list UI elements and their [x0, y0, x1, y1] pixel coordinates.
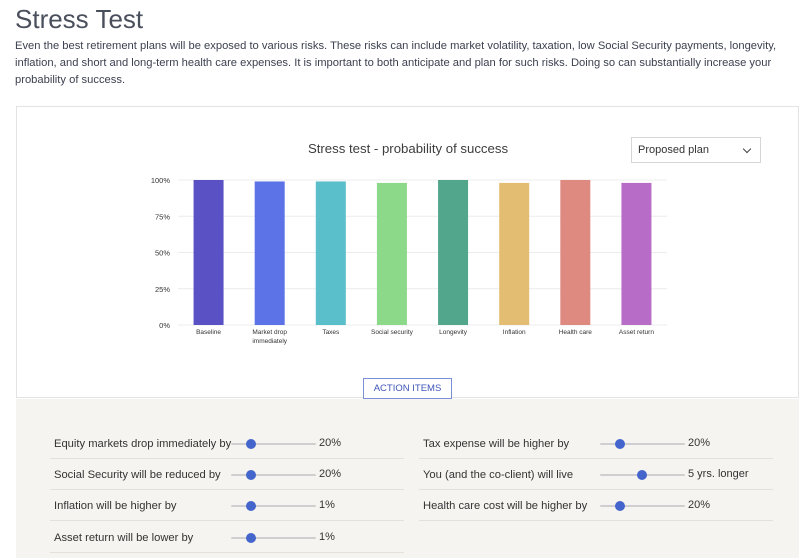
control-label: Equity markets drop immediately by: [54, 438, 232, 450]
slider-thumb[interactable]: [614, 501, 625, 511]
row-divider: [50, 458, 404, 459]
stress-controls-panel: Equity markets drop immediately by 20% Soc…: [16, 399, 799, 558]
row-divider: [50, 520, 404, 521]
bar-market-drop-immediately[interactable]: [254, 181, 285, 325]
stress-control-row: Tax expense will be higher by 20%: [16, 436, 799, 466]
x-tick-label: Inflation: [503, 329, 526, 336]
x-tick-label: Taxes: [322, 329, 340, 336]
slider-track: [231, 537, 316, 539]
slider-track: [231, 505, 316, 507]
y-tick-label: 25%: [155, 285, 170, 294]
control-value: 1%: [319, 531, 335, 543]
x-tick-label: Longevity: [439, 329, 468, 336]
slider-track: [231, 474, 316, 476]
page-title: Stress Test: [15, 4, 144, 34]
slider-track: [600, 443, 685, 445]
x-tick-label: Market drop: [252, 329, 287, 336]
stress-control-row: Equity markets drop immediately by 20%: [16, 436, 799, 466]
row-divider: [50, 552, 404, 553]
control-label: Inflation will be higher by: [54, 500, 177, 512]
slider-track: [600, 505, 685, 507]
control-value: 20%: [688, 437, 711, 449]
row-divider: [50, 489, 404, 490]
chart-card: 0% 25% 50% 75% 100% Baseline Market drop immedi…: [16, 106, 799, 398]
slider-thumb[interactable]: [245, 470, 256, 480]
y-tick-label: 0%: [159, 321, 170, 330]
control-label: Social Security will be reduced by: [54, 469, 221, 481]
control-label: Asset return will be lower by: [54, 532, 194, 544]
control-value: 1%: [319, 499, 335, 511]
control-slider[interactable]: [600, 470, 685, 480]
slider-thumb[interactable]: [636, 470, 647, 480]
control-slider[interactable]: [231, 501, 316, 511]
plan-select[interactable]: Proposed plan: [631, 137, 761, 163]
stress-control-row: Social Security will be reduced by 20%: [16, 467, 799, 497]
bar-health-care[interactable]: [560, 180, 591, 325]
slider-thumb[interactable]: [614, 439, 625, 449]
plan-select-value: Proposed plan: [638, 144, 709, 156]
control-label: Health care cost will be higher by: [423, 500, 588, 512]
x-tick-label: Asset return: [619, 329, 654, 336]
stress-control-row: Asset return will be lower by 1%: [16, 530, 799, 558]
control-value: 20%: [319, 437, 342, 449]
y-tick-label: 100%: [151, 176, 171, 185]
row-divider: [419, 489, 773, 490]
row-divider: [419, 458, 773, 459]
x-tick-label: Social security: [371, 329, 414, 336]
control-value: 5 yrs. longer: [688, 468, 749, 480]
control-slider[interactable]: [231, 470, 316, 480]
stress-control-row: Health care cost will be higher by 20%: [16, 498, 799, 528]
y-tick-label: 50%: [155, 249, 170, 258]
control-label: You (and the co-client) will live: [423, 469, 574, 481]
slider-thumb[interactable]: [245, 501, 256, 511]
control-value: 20%: [688, 499, 711, 511]
stress-control-row: You (and the co-client) will live 5 yrs. …: [16, 467, 799, 497]
intro-paragraph: Even the best retirement plans will be e…: [15, 40, 777, 86]
bar-inflation[interactable]: [499, 182, 530, 325]
chart-title: Stress test - probability of success: [307, 141, 509, 156]
chevron-down-icon: [742, 144, 752, 153]
slider-track: [231, 443, 316, 445]
x-tick-label: Baseline: [196, 329, 221, 336]
stress-control-row: Inflation will be higher by 1%: [16, 498, 799, 528]
control-slider[interactable]: [600, 439, 685, 449]
bar-baseline[interactable]: [193, 180, 224, 325]
control-slider[interactable]: [231, 439, 316, 449]
bar-asset-return[interactable]: [621, 182, 652, 325]
x-tick-label: immediately: [252, 338, 287, 345]
x-tick-label: Health care: [559, 329, 593, 336]
stress-test-chart: 0% 25% 50% 75% 100% Baseline Market drop immedi…: [151, 176, 667, 345]
row-divider: [419, 520, 773, 521]
bar-taxes[interactable]: [315, 181, 346, 325]
action-items-button[interactable]: ACTION ITEMS: [363, 378, 452, 399]
slider-thumb[interactable]: [245, 533, 256, 543]
control-slider[interactable]: [231, 533, 316, 543]
control-slider[interactable]: [600, 501, 685, 511]
control-label: Tax expense will be higher by: [423, 438, 570, 450]
bar-social-security[interactable]: [376, 182, 407, 325]
y-tick-label: 75%: [155, 212, 170, 221]
control-value: 20%: [319, 468, 342, 480]
bar-longevity[interactable]: [438, 180, 469, 325]
slider-thumb[interactable]: [245, 439, 256, 449]
